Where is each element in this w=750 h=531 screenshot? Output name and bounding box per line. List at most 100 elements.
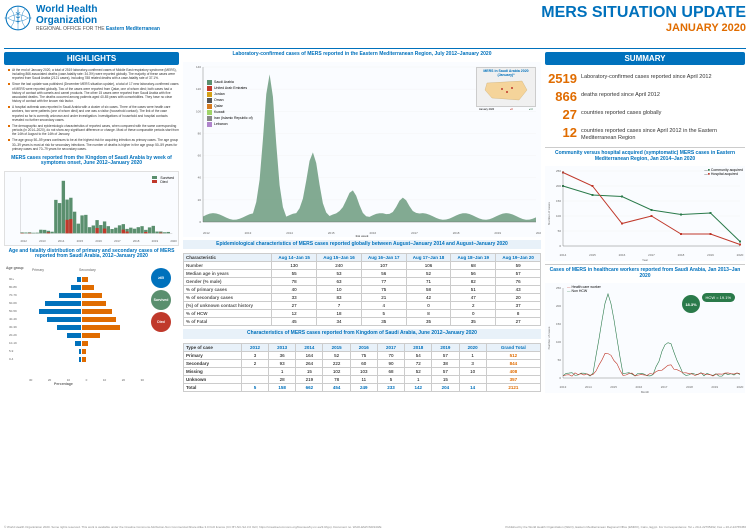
svg-text:140: 140	[196, 65, 201, 69]
age-badges: ≥65SurvivedDied	[151, 268, 171, 332]
svg-text:2018: 2018	[686, 385, 693, 389]
who-logo-icon	[4, 4, 32, 32]
svg-text:150: 150	[556, 199, 561, 203]
svg-text:2020: 2020	[737, 253, 744, 257]
svg-text:40: 40	[198, 175, 202, 179]
svg-text:2017: 2017	[114, 239, 121, 243]
svg-text:2019: 2019	[711, 385, 718, 389]
svg-text:2020: 2020	[536, 231, 541, 235]
svg-text:Epi week: Epi week	[356, 234, 369, 237]
highlight-item: At the end of January 2020, a total of 2…	[8, 68, 179, 80]
svg-text:2020: 2020	[170, 239, 177, 243]
ksa-table-title: Characteristics of MERS cases reported f…	[183, 329, 541, 339]
svg-text:2019: 2019	[707, 253, 714, 257]
country-legend: Saudi ArabiaUnited Arab EmiratesJordanOm…	[207, 80, 253, 127]
svg-text:2012: 2012	[203, 231, 210, 235]
comm-chart-title: Community versus hospital acquired (symp…	[545, 151, 745, 162]
inset-title: MERS in Saudi Arabia 2020 (January)*	[477, 68, 535, 78]
svg-text:200: 200	[556, 184, 561, 188]
epi-characteristics-table: CharacteristicAug 14–Jan 15Aug 15–Jan 16…	[183, 253, 541, 326]
svg-text:2015: 2015	[589, 253, 596, 257]
svg-text:200: 200	[556, 304, 561, 308]
svg-text:20: 20	[198, 197, 202, 201]
highlights-box: At the end of January 2020, a total of 2…	[4, 68, 179, 153]
hcw-legend: — Health care worker— Non HCW	[567, 285, 601, 293]
svg-text:250: 250	[556, 286, 561, 290]
ksa-legend: Survived Died	[152, 176, 174, 184]
summary-item: 2519Laboratory-confirmed cases reported …	[545, 71, 745, 86]
svg-text:2018: 2018	[133, 239, 140, 243]
svg-text:50: 50	[558, 229, 562, 233]
svg-text:2016: 2016	[636, 385, 643, 389]
epi-table-title: Epidemiological characteristics of MERS …	[183, 240, 541, 250]
percentage-label: Percentage	[54, 382, 73, 386]
svg-text:Number of cases: Number of cases	[547, 326, 551, 349]
date-subtitle: JANUARY 2020	[541, 22, 746, 34]
svg-text:2013: 2013	[245, 231, 252, 235]
svg-text:2017: 2017	[661, 385, 668, 389]
summary-item: 12countries reported cases since April 2…	[545, 125, 745, 141]
org-name-2: Organization	[36, 15, 160, 26]
header: World Health Organization REGIONAL OFFIC…	[4, 4, 746, 46]
svg-text:0: 0	[559, 376, 561, 380]
age-group-label: Age group	[6, 266, 24, 270]
page: World Health Organization REGIONAL OFFIC…	[0, 0, 750, 531]
svg-text:2015: 2015	[610, 385, 617, 389]
center-chart-title: Laboratory-confirmed cases of MERS repor…	[183, 52, 541, 58]
inset-saudi-map: MERS in Saudi Arabia 2020 (January)* Jan…	[476, 67, 536, 107]
divider	[4, 48, 746, 49]
svg-text:2016: 2016	[95, 239, 102, 243]
ksa-weekly-chart: Survived Died 2012 2013 2014 2015 2016 2017 20…	[4, 171, 179, 246]
age-x-axis: 3020100102030	[29, 378, 144, 382]
svg-text:2013: 2013	[560, 385, 567, 389]
title-area: MERS SITUATION UPDATE JANUARY 2020	[541, 4, 746, 34]
svg-text:2014: 2014	[560, 253, 567, 257]
body: HIGHLIGHTS At the end of January 2020, a…	[4, 52, 746, 512]
hcw-chart: — Health care worker— Non HCW HCW = 19.1…	[545, 283, 745, 393]
svg-text:2017: 2017	[648, 253, 655, 257]
age-fatality-chart: ≥65SurvivedDied Primary Secondary Age gr…	[4, 264, 179, 384]
right-column: SUMMARY 2519Laboratory-confirmed cases r…	[545, 52, 745, 512]
highlight-item: A hospital outbreak was reported in Saud…	[8, 105, 179, 122]
svg-text:250: 250	[556, 169, 561, 173]
svg-text:2020: 2020	[737, 385, 744, 389]
footer: © World Health Organization 2020. Some r…	[4, 525, 746, 529]
hcw-chart-title: Cases of MERS in healthcare workers repo…	[545, 268, 745, 279]
hcw-badge: HCW = 19.1%	[702, 293, 735, 302]
left-column: HIGHLIGHTS At the end of January 2020, a…	[4, 52, 179, 512]
svg-text:0: 0	[559, 244, 561, 248]
summary-box: 2519Laboratory-confirmed cases reported …	[545, 68, 745, 144]
org-name-1: World Health	[36, 4, 160, 15]
ksa-characteristics-table: Type of case2012201320142015201620172018…	[183, 343, 541, 392]
svg-text:2018: 2018	[453, 231, 460, 235]
svg-text:Year: Year	[642, 258, 648, 261]
svg-text:2018: 2018	[678, 253, 685, 257]
svg-text:2016: 2016	[370, 231, 377, 235]
svg-text:100: 100	[556, 214, 561, 218]
emr-epi-chart: Saudi ArabiaUnited Arab EmiratesJordanOm…	[183, 62, 541, 237]
logo-area: World Health Organization REGIONAL OFFIC…	[4, 4, 160, 32]
summary-item: 27countries reported cases globally	[545, 107, 745, 122]
svg-text:100: 100	[196, 109, 201, 113]
svg-text:80: 80	[198, 131, 202, 135]
highlight-item: The age group 50–59 years continues to b…	[8, 138, 179, 150]
inset-stats: January 2020 ●5 ●10	[477, 108, 535, 111]
regional-office: REGIONAL OFFICE FOR THE Eastern Mediterr…	[36, 26, 160, 32]
svg-text:2014: 2014	[585, 385, 592, 389]
svg-text:2014: 2014	[58, 239, 65, 243]
summary-item: 866deaths reported since April 2012	[545, 89, 745, 104]
svg-text:2019: 2019	[152, 239, 159, 243]
svg-text:Month: Month	[641, 390, 650, 393]
main-title: MERS SITUATION UPDATE	[541, 4, 746, 22]
footer-right: Published by the World Health Organizati…	[505, 525, 746, 529]
community-hospital-chart: —■ Community acquired—■ Hospital acquire…	[545, 166, 745, 261]
svg-text:2017: 2017	[411, 231, 418, 235]
primary-label: Primary	[32, 268, 44, 272]
svg-text:2015: 2015	[77, 239, 84, 243]
svg-text:2013: 2013	[39, 239, 46, 243]
svg-text:2012: 2012	[20, 239, 27, 243]
svg-text:150: 150	[556, 322, 561, 326]
age-chart-title: Age and fatality distribution of primary…	[4, 249, 179, 260]
svg-text:0: 0	[199, 220, 201, 224]
center-column: Laboratory-confirmed cases of MERS repor…	[183, 52, 541, 512]
